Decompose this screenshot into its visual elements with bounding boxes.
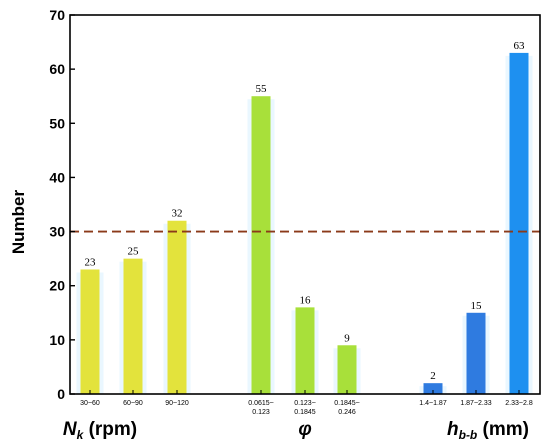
bar [423, 383, 443, 394]
y-tick-label: 10 [49, 332, 65, 348]
bar [337, 345, 357, 394]
group-label: φ [298, 419, 311, 440]
y-tick-label: 20 [49, 278, 65, 294]
bar-value-label: 32 [172, 208, 183, 220]
y-tick-label: 60 [49, 61, 65, 77]
category-label: 90~120 [165, 400, 189, 407]
bar-value-label: 9 [344, 332, 350, 344]
category-label: 1.87~2.33 [460, 400, 491, 407]
y-tick-label: 70 [49, 7, 65, 23]
bar-value-label: 23 [85, 256, 97, 268]
category-label: 0.123~ 0.1845 [294, 400, 316, 416]
category-label: 0.1845~ 0.246 [334, 400, 360, 416]
bar-value-label: 25 [128, 246, 140, 258]
bar [295, 307, 315, 394]
bar [123, 258, 143, 394]
bar-value-label: 2 [430, 370, 436, 382]
bar-value-label: 16 [300, 294, 312, 306]
bar [167, 220, 187, 394]
group-label: hb-b (mm) [447, 419, 529, 442]
category-label: 30~60 [80, 400, 100, 407]
category-label: 60~90 [123, 400, 143, 407]
bar [509, 52, 529, 395]
group-label: Nk (rpm) [63, 419, 137, 442]
bar-value-label: 15 [471, 300, 483, 312]
bar [466, 312, 486, 394]
bar [251, 96, 271, 394]
category-label: 1.4~1.87 [419, 400, 447, 407]
y-tick-label: 30 [49, 224, 65, 240]
category-label: 2.33~2.8 [505, 400, 533, 407]
y-tick-label: 50 [49, 115, 65, 131]
y-axis-title: Number [9, 190, 28, 255]
bar [80, 269, 100, 394]
y-tick-label: 40 [49, 169, 65, 185]
category-label: 0.0615~ 0.123 [248, 400, 274, 416]
bar-value-label: 55 [256, 83, 268, 95]
y-tick-label: 0 [57, 386, 65, 402]
bar-value-label: 63 [514, 40, 526, 52]
